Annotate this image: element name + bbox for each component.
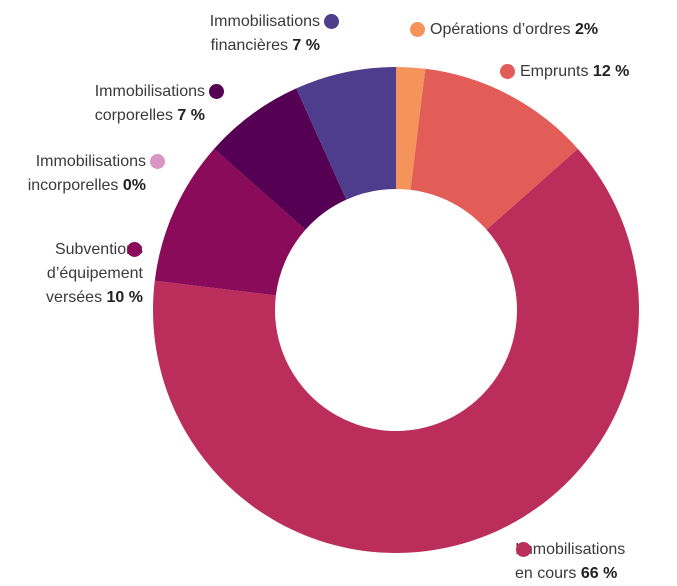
legend-label: Subventions d’équipement versées 10 % — [13, 238, 143, 310]
value-label: 10 % — [106, 289, 143, 306]
legend-dot — [410, 22, 425, 37]
legend-dot — [516, 542, 531, 557]
donut-segment — [153, 148, 639, 553]
legend-label: Emprunts 12 % — [520, 60, 660, 84]
legend-dot — [324, 14, 339, 29]
category-name: Immobilisations corporelles — [94, 83, 205, 124]
category-name: Immobilisations incorporelles — [27, 153, 146, 194]
legend-dot — [150, 154, 165, 169]
donut-segment — [296, 67, 396, 200]
category-name: Subventions d’équipement versées — [46, 241, 143, 306]
legend-label: Immobilisations corporelles 7 % — [70, 80, 205, 128]
donut-segment — [154, 148, 306, 296]
legend-label: Immobilisations en cours 66 % — [515, 538, 635, 586]
value-label: 12 % — [592, 63, 630, 80]
value-label: 66 % — [580, 565, 618, 582]
legend-label: Immobilisations financières 7 % — [185, 10, 320, 58]
donut-segment — [410, 68, 578, 230]
donut-segment — [214, 88, 347, 230]
category-name: Immobilisations financières — [209, 13, 320, 54]
donut-segment — [396, 67, 426, 190]
value-label: 7 % — [292, 37, 320, 54]
legend-label: Opérations d’ordres 2% — [430, 18, 650, 42]
legend-label: Immobilisations incorporelles 0% — [11, 150, 146, 198]
category-name: Opérations d’ordres — [430, 21, 571, 38]
legend-dot — [127, 242, 142, 257]
value-label: 2% — [574, 21, 599, 38]
value-label: 7 % — [177, 107, 205, 124]
category-name: Emprunts — [520, 63, 589, 80]
legend-dot — [209, 84, 224, 99]
category-name: Immobilisations en cours — [515, 541, 626, 582]
legend-dot — [500, 64, 515, 79]
value-label: 0% — [122, 177, 146, 194]
